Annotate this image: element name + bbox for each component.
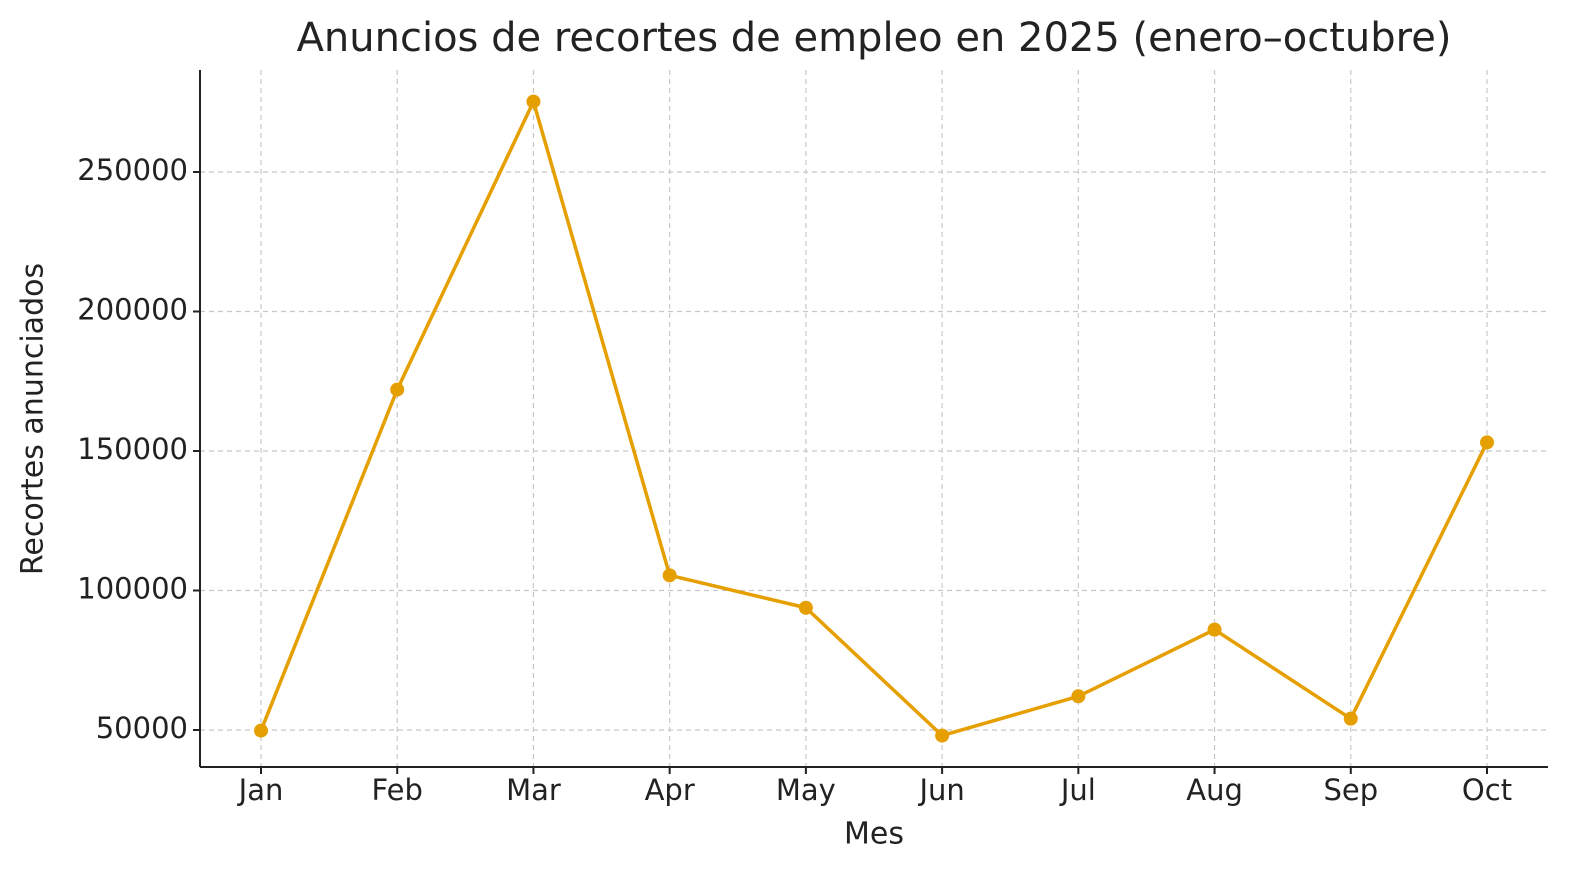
y-axis-label: Recortes anunciados <box>16 263 51 575</box>
x-tick-label: Aug <box>1186 773 1243 807</box>
point <box>1071 689 1086 704</box>
y-tick-label: 150000 <box>77 432 188 466</box>
point <box>798 600 813 615</box>
x-tick-label: Sep <box>1323 773 1378 807</box>
point <box>1207 622 1222 637</box>
point <box>390 382 405 397</box>
x-tick-label: Jan <box>237 773 284 807</box>
y-tick-label: 100000 <box>77 571 188 605</box>
y-tick-label: 50000 <box>96 711 188 745</box>
x-tick-label: Feb <box>372 773 423 807</box>
x-tick-label: Mar <box>506 773 561 807</box>
chart-title: Anuncios de recortes de empleo en 2025 (… <box>297 15 1452 61</box>
x-axis-label: Mes <box>844 817 904 852</box>
y-tick-label: 250000 <box>77 153 188 187</box>
point <box>254 723 268 738</box>
x-tick-label: Apr <box>645 773 695 807</box>
line <box>259 99 1489 738</box>
x-tick-label: Jun <box>917 773 964 807</box>
point <box>1343 711 1358 726</box>
point <box>935 728 950 743</box>
y-tick-label: 200000 <box>77 292 188 326</box>
point <box>662 568 677 583</box>
point <box>1480 435 1494 450</box>
x-tick-label: Jul <box>1059 773 1096 807</box>
x-tick-label: Oct <box>1462 773 1512 807</box>
x-tick-label: May <box>776 773 836 807</box>
point <box>526 94 541 109</box>
